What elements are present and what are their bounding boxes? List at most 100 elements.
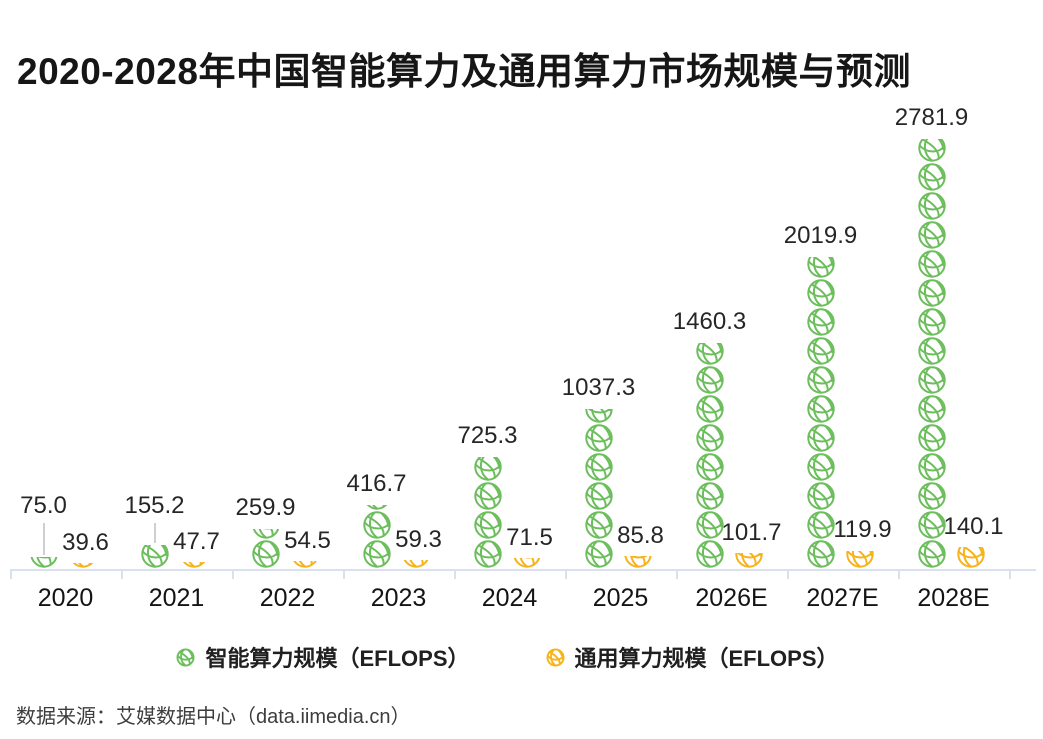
globe-icon — [806, 540, 835, 568]
globe-icon — [512, 557, 541, 568]
chart-title: 2020-2028年中国智能算力及通用算力市场规模与预测 — [17, 50, 911, 92]
label-connector-line — [43, 523, 44, 556]
x-axis-label-2021: 2021 — [148, 584, 205, 612]
globe-icon — [917, 192, 946, 220]
globe-icon — [695, 395, 724, 423]
globe-icon — [584, 453, 613, 481]
x-axis-tick — [786, 571, 789, 579]
legend-item-general-computing: 通用算力规模（EFLOPS） — [546, 641, 839, 673]
x-axis-tick — [897, 571, 900, 579]
globe-icon — [140, 545, 169, 568]
x-axis-tick — [675, 571, 678, 579]
globe-icon — [251, 528, 280, 539]
globe-icon — [917, 279, 946, 307]
globe-icon — [290, 560, 319, 568]
x-axis-tick — [231, 571, 234, 579]
x-axis-label-2026E: 2026E — [695, 584, 768, 612]
x-axis-label-2020: 2020 — [37, 584, 94, 612]
value-label-general-2027E: 119.9 — [833, 516, 892, 544]
x-axis-label-2022: 2022 — [259, 584, 316, 612]
globe-icon — [584, 424, 613, 452]
value-label-intelligent-2022: 259.9 — [235, 493, 296, 521]
value-label-general-2026E: 101.7 — [721, 519, 782, 547]
value-label-general-2022: 54.5 — [284, 526, 331, 554]
label-connector-line — [154, 523, 155, 544]
globe-icon — [362, 504, 391, 510]
globe-icon — [695, 511, 724, 539]
globe-icon — [362, 511, 391, 539]
legend-item-intelligent-computing: 智能算力规模（EFLOPS） — [176, 641, 470, 673]
value-label-general-2020: 39.6 — [62, 528, 109, 556]
x-axis-label-2027E: 2027E — [806, 584, 879, 612]
value-label-intelligent-2027E: 2019.9 — [783, 221, 858, 249]
pictograph-chart: 75.0 39.6 2020 155.2 47.7 2021 259.9 54.5 2022 41… — [0, 106, 1043, 611]
x-axis-tick — [9, 571, 12, 579]
globe-icon — [29, 557, 58, 568]
globe-icon — [362, 540, 391, 568]
pictogram-stack-intelligent-2028E — [917, 139, 947, 569]
x-axis-label-2023: 2023 — [370, 584, 427, 612]
pictogram-stack-intelligent-2020 — [29, 557, 59, 569]
globe-icon — [806, 256, 835, 278]
globe-icon — [401, 559, 430, 568]
globe-icon — [179, 561, 208, 568]
globe-icon — [695, 343, 724, 365]
globe-icon — [917, 163, 946, 191]
pictogram-stack-intelligent-2023 — [362, 504, 392, 569]
globe-icon — [806, 511, 835, 539]
globe-icon — [695, 424, 724, 452]
value-label-intelligent-2021: 155.2 — [124, 492, 185, 519]
pictogram-stack-general-2028E — [956, 547, 986, 569]
globe-icon — [473, 540, 502, 568]
x-axis-label-2024: 2024 — [481, 584, 538, 612]
value-label-intelligent-2023: 416.7 — [346, 469, 407, 497]
globe-icon — [806, 482, 835, 510]
value-label-intelligent-2026E: 1460.3 — [672, 308, 747, 336]
globe-icon — [695, 453, 724, 481]
pictogram-stack-general-2027E — [845, 550, 875, 570]
globe-icon — [251, 540, 280, 568]
globe-icon — [806, 366, 835, 394]
globe-icon — [473, 456, 502, 481]
globe-icon — [917, 308, 946, 336]
globe-icon — [546, 648, 564, 666]
globe-icon — [917, 250, 946, 278]
legend-label-intelligent-computing: 智能算力规模（EFLOPS） — [205, 646, 470, 671]
value-label-general-2028E: 140.1 — [943, 513, 1004, 541]
pictogram-stack-intelligent-2027E — [806, 256, 836, 569]
x-axis-line — [10, 569, 1036, 571]
value-label-intelligent-2028E: 2781.9 — [894, 104, 969, 131]
globe-icon — [584, 408, 613, 423]
value-label-intelligent-2024: 725.3 — [457, 421, 518, 449]
globe-icon — [695, 366, 724, 394]
globe-icon — [806, 395, 835, 423]
pictogram-stack-intelligent-2025 — [584, 408, 614, 569]
value-label-general-2023: 59.3 — [395, 525, 442, 553]
globe-icon — [473, 482, 502, 510]
legend-label-general-computing: 通用算力规模（EFLOPS） — [574, 646, 839, 671]
globe-icon — [806, 337, 835, 365]
globe-icon — [584, 511, 613, 539]
value-label-general-2021: 47.7 — [173, 527, 220, 555]
x-axis-label-2028E: 2028E — [917, 584, 990, 612]
globe-icon — [956, 547, 985, 568]
globe-icon — [734, 553, 763, 568]
x-axis-tick — [120, 571, 123, 579]
pictogram-stack-general-2025 — [623, 555, 653, 569]
x-axis-tick — [1008, 571, 1011, 579]
pictogram-stack-general-2021 — [179, 561, 209, 569]
globe-icon — [845, 550, 874, 568]
source-note: 数据来源：艾媒数据中心（data.iimedia.cn） — [16, 706, 411, 728]
globe-icon — [806, 424, 835, 452]
x-axis-tick — [342, 571, 345, 579]
globe-icon — [584, 482, 613, 510]
value-label-intelligent-2020: 75.0 — [20, 492, 67, 519]
value-label-general-2024: 71.5 — [506, 523, 553, 551]
pictogram-stack-general-2026E — [734, 553, 764, 569]
globe-icon — [917, 511, 946, 539]
pictogram-stack-intelligent-2026E — [695, 343, 725, 569]
chart-legend: 智能算力规模（EFLOPS） 通用算力规模（EFLOPS） — [0, 641, 1029, 673]
globe-icon — [917, 221, 946, 249]
pictogram-stack-general-2020 — [68, 562, 98, 569]
